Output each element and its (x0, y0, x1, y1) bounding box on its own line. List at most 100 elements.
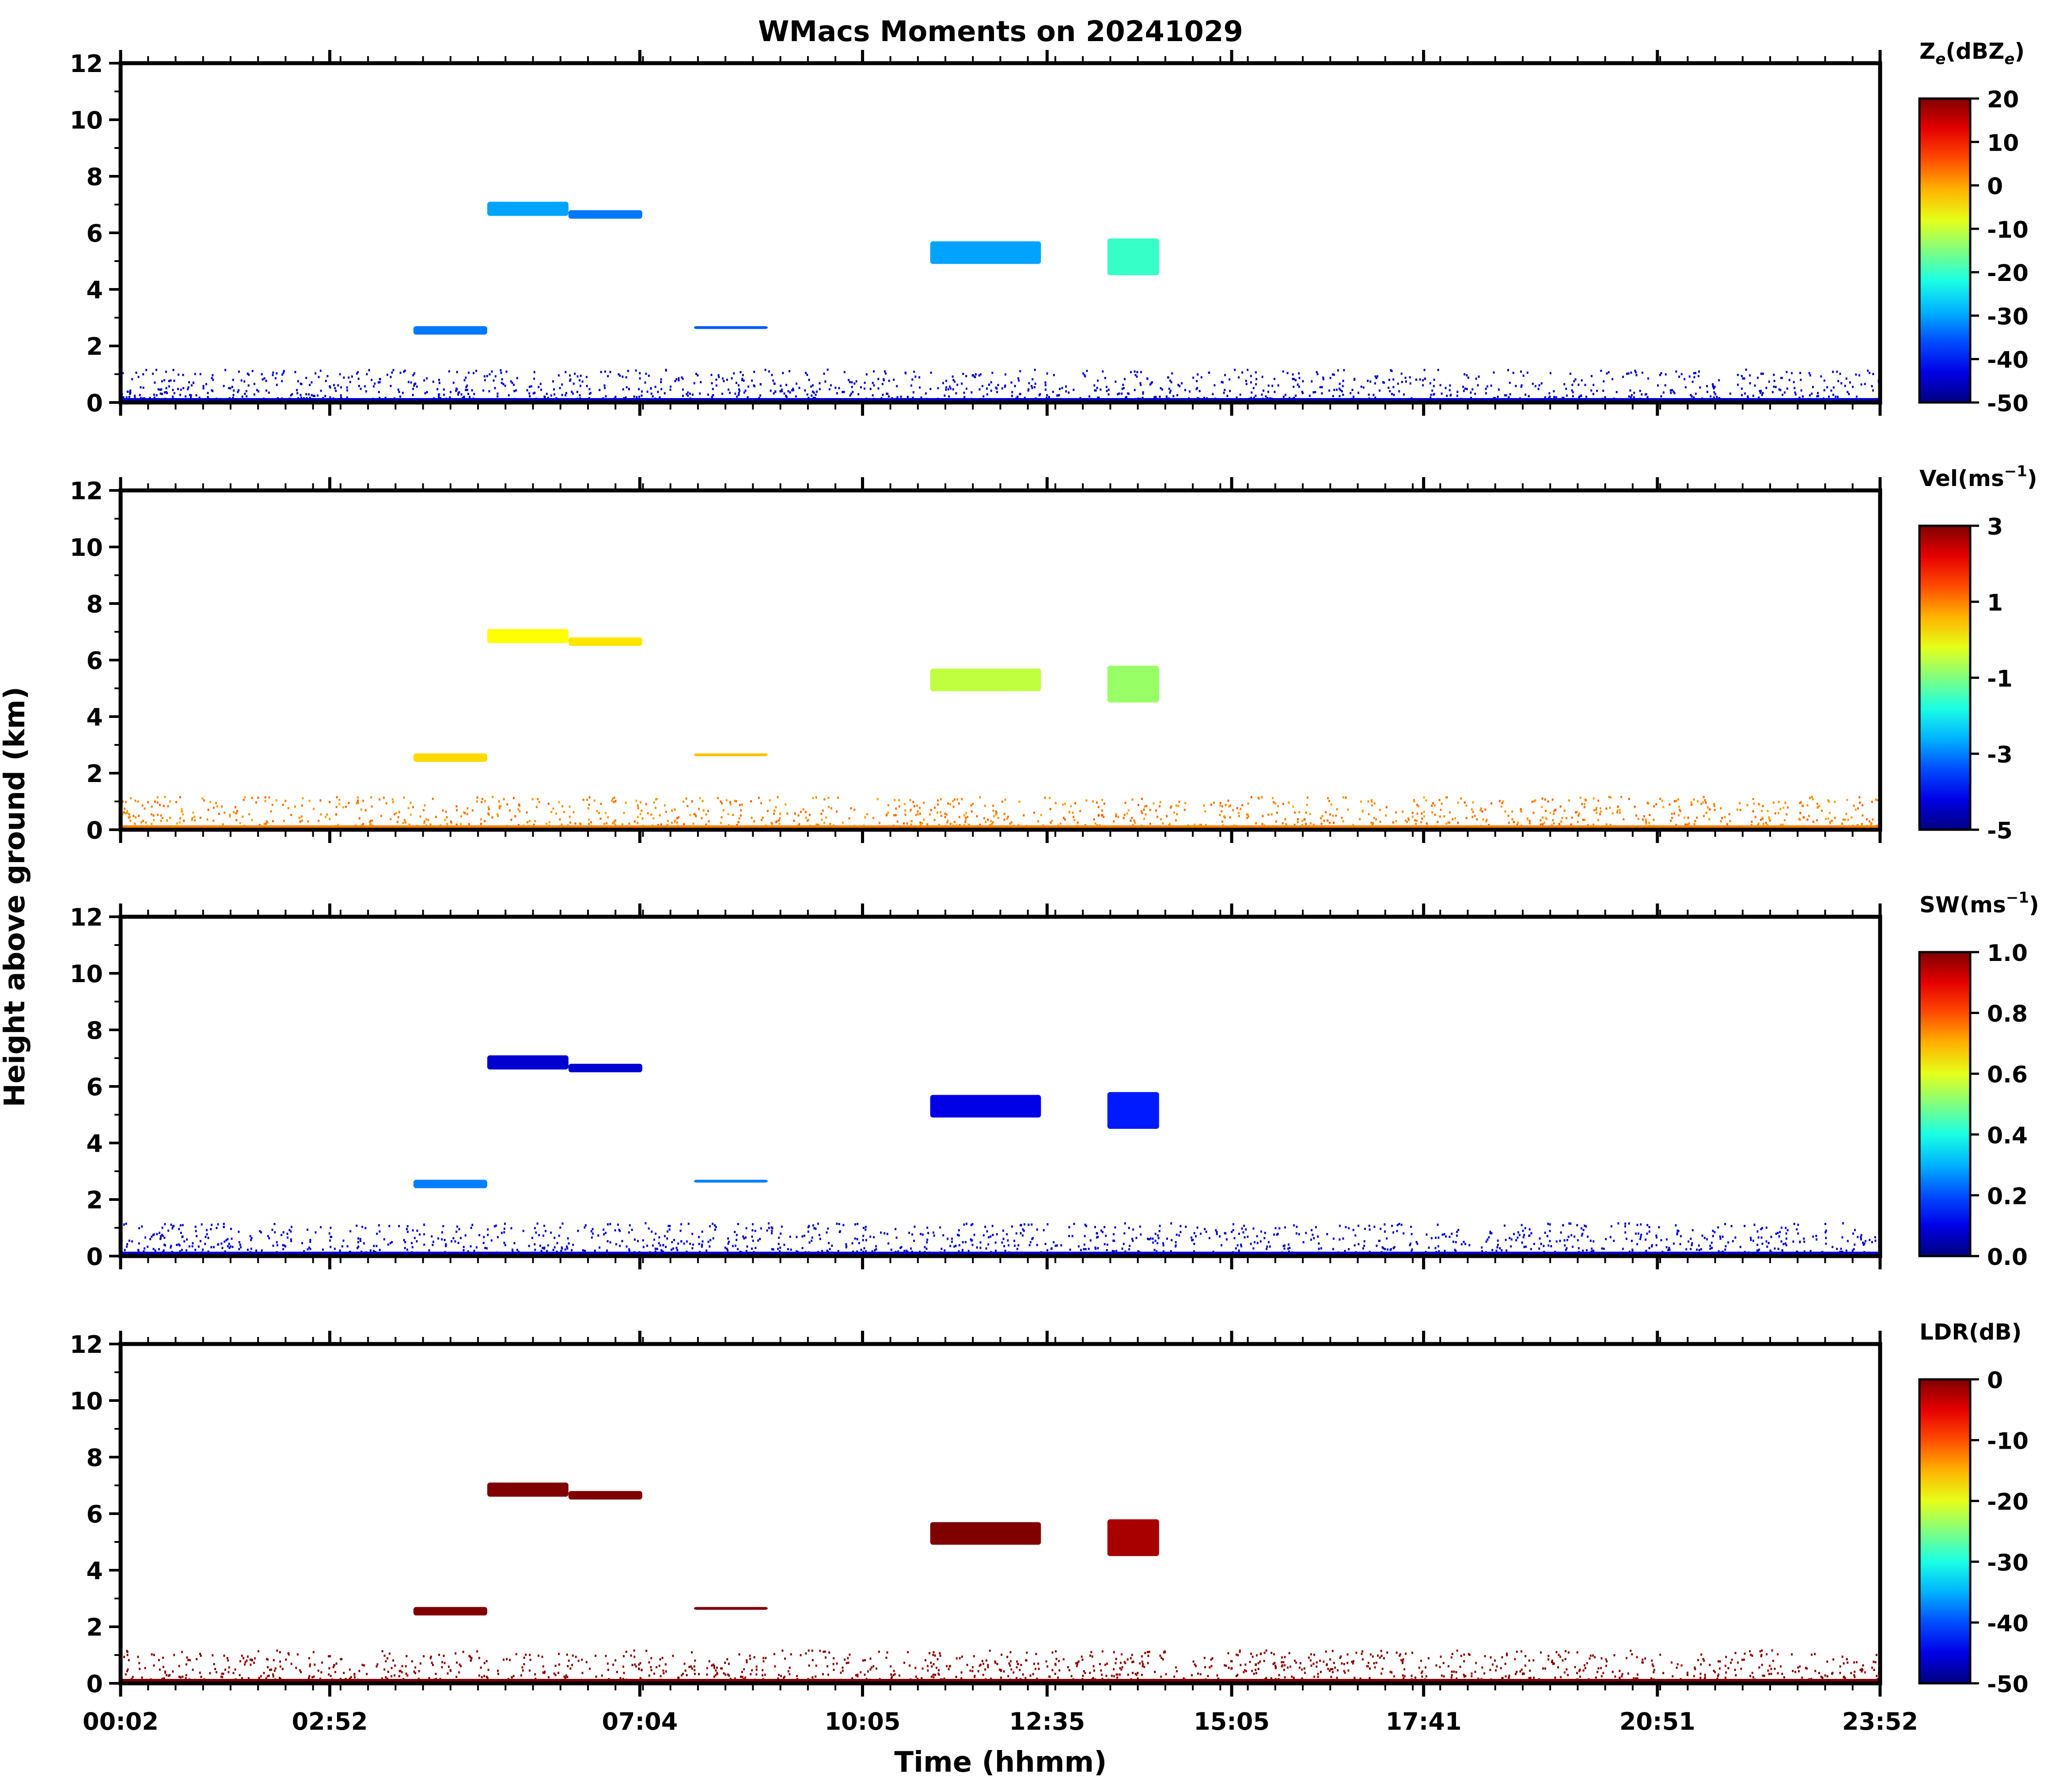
echo-speck (1606, 1660, 1608, 1663)
echo-speck (399, 395, 402, 398)
echo-speck (1690, 1248, 1692, 1250)
echo-speck (1039, 393, 1041, 395)
echo-speck (796, 1250, 798, 1253)
echo-speck (795, 395, 797, 398)
echo-speck (720, 821, 722, 824)
echo-speck (1642, 1659, 1644, 1661)
echo-speck (1170, 806, 1172, 809)
echo-speck (985, 1247, 987, 1250)
echo-speck (884, 1232, 886, 1234)
echo-speck (1004, 798, 1006, 801)
echo-speck (1383, 381, 1385, 384)
echo-speck (1411, 812, 1414, 814)
echo-speck (335, 390, 337, 392)
echo-speck (471, 809, 474, 812)
echo-speck (1261, 376, 1263, 378)
cloud-echo-cirrus-2 (568, 210, 642, 219)
echo-speck (484, 820, 486, 822)
echo-speck (917, 813, 919, 816)
echo-speck (747, 396, 749, 399)
echo-speck (805, 816, 807, 819)
echo-speck (1741, 375, 1743, 377)
echo-speck (1528, 820, 1531, 822)
echo-speck (179, 1224, 182, 1226)
echo-speck (817, 1223, 819, 1225)
echo-speck (1578, 1247, 1580, 1249)
echo-speck (778, 1236, 780, 1239)
echo-speck (625, 801, 627, 804)
echo-speck (179, 394, 181, 396)
echo-speck (391, 798, 394, 801)
echo-speck (1176, 1234, 1178, 1236)
echo-speck (1625, 1238, 1627, 1240)
echo-speck (903, 803, 906, 805)
echo-speck (821, 819, 823, 821)
echo-speck (1490, 384, 1492, 387)
echo-speck (411, 1242, 413, 1244)
echo-speck (379, 1249, 381, 1251)
echo-speck (1385, 806, 1388, 809)
echo-speck (1797, 1666, 1799, 1669)
echo-speck (627, 370, 629, 372)
echo-speck (1793, 381, 1795, 383)
echo-speck (603, 1228, 605, 1231)
echo-speck (1572, 1245, 1574, 1248)
echo-speck (1245, 383, 1248, 385)
echo-speck (1684, 378, 1686, 380)
echo-speck (1284, 1226, 1286, 1229)
echo-speck (1758, 803, 1760, 805)
echo-speck (1085, 799, 1088, 802)
echo-speck (895, 1236, 898, 1239)
echo-speck (1699, 386, 1701, 389)
echo-speck (727, 1249, 729, 1252)
echo-speck (240, 1246, 242, 1249)
echo-speck (1690, 801, 1692, 804)
echo-speck (675, 1247, 678, 1249)
echo-speck (1584, 383, 1586, 386)
echo-speck (1645, 1249, 1647, 1252)
echo-speck (906, 395, 909, 398)
echo-speck (159, 388, 161, 391)
echo-speck (1240, 1243, 1242, 1246)
echo-speck (441, 1238, 443, 1241)
echo-speck (877, 387, 880, 390)
echo-speck (1429, 382, 1431, 384)
echo-speck (1713, 805, 1715, 807)
echo-speck (1551, 798, 1554, 801)
echo-speck (1358, 1224, 1360, 1227)
echo-speck (356, 1224, 358, 1227)
echo-speck (190, 396, 192, 399)
echo-speck (1371, 801, 1373, 803)
echo-speck (1175, 1245, 1176, 1248)
echo-speck (1152, 1238, 1154, 1240)
echo-speck (1393, 1246, 1396, 1249)
echo-speck (806, 393, 808, 396)
echo-speck (1298, 1667, 1301, 1669)
echo-speck (1058, 394, 1060, 397)
echo-speck (1862, 1241, 1864, 1244)
echo-speck (1871, 801, 1873, 803)
echo-speck (397, 388, 399, 391)
echo-speck (653, 801, 655, 804)
echo-speck (349, 381, 351, 383)
echo-speck (470, 1245, 472, 1248)
echo-speck (249, 1235, 251, 1238)
echo-speck (607, 1240, 609, 1242)
echo-speck (992, 1234, 994, 1236)
echo-speck (1687, 816, 1689, 819)
echo-speck (497, 813, 499, 816)
echo-speck (800, 811, 802, 813)
echo-speck (1101, 809, 1103, 812)
echo-speck (1617, 1222, 1619, 1225)
echo-speck (168, 380, 170, 382)
echo-speck (1093, 384, 1096, 387)
echo-speck (1672, 1242, 1675, 1245)
echo-speck (1709, 808, 1711, 811)
echo-speck (1646, 1224, 1649, 1226)
echo-speck (1309, 813, 1311, 815)
echo-speck (1854, 1243, 1856, 1246)
echo-speck (216, 805, 218, 808)
echo-speck (1680, 1235, 1682, 1238)
echo-speck (793, 820, 795, 822)
echo-speck (1788, 379, 1790, 381)
